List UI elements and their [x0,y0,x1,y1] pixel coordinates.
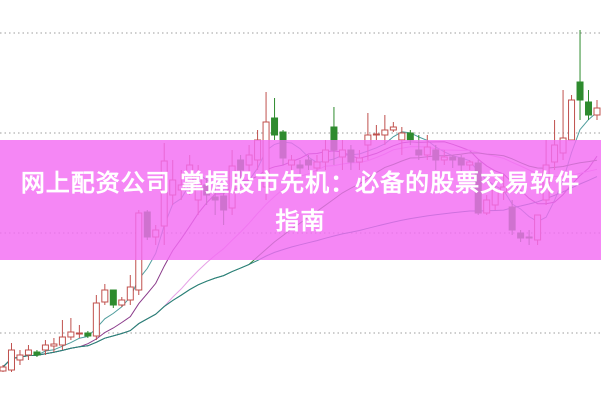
candle-down [271,117,279,136]
candle-up [50,343,58,347]
candle-up [101,289,109,303]
candle-up [16,354,24,361]
candle-up [568,99,576,141]
candle-up [75,332,83,335]
candle-up [389,126,397,131]
candle-down [576,81,584,101]
candle-up [118,299,126,306]
candle-up [381,129,389,136]
candle-down [33,351,41,356]
article-title: 网上配资公司 掌握股市先机：必备的股票交易软件指南 [20,169,581,235]
candle-up [24,349,32,356]
candle-up [92,302,100,337]
candle-up [126,286,134,301]
candle-up [0,366,7,372]
candle-up [593,107,601,116]
candle-down [585,101,593,116]
candle-down [84,332,92,337]
candle-up [398,132,406,141]
candle-up [58,336,66,346]
candle-down [406,132,414,141]
candle-down [109,289,117,306]
candle-up [67,331,75,338]
candle-up [41,344,49,351]
candle-up [372,133,380,136]
candle-up [7,349,15,371]
title-banner [0,140,601,260]
